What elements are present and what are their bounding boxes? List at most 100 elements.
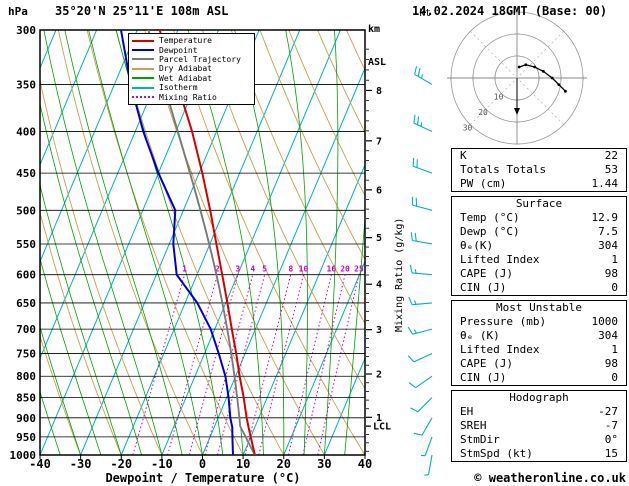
legend-label: Parcel Trajectory [159,54,241,64]
stat-label: Temp (°C) [460,211,520,224]
stat-value: 7.5 [598,225,618,238]
legend-swatch [132,39,154,42]
wind-barb [424,454,433,476]
svg-text:450: 450 [16,167,36,180]
svg-text:800: 800 [16,370,36,383]
svg-text:40: 40 [358,457,372,471]
stat-label: SREH [460,419,487,432]
stats-table-2: Surface Temp (°C) 12.9 Dewp (°C) 7.5 θₑ(K) 304… [451,196,627,296]
stat-value: 98 [604,357,618,370]
copyright: © weatheronline.co.uk [474,471,626,485]
hodograph-trace [517,63,567,93]
legend-swatch [132,96,154,99]
legend-label: Temperature [159,36,212,46]
svg-text:4: 4 [376,280,382,291]
table-title: Surface [515,197,563,210]
svg-text:25: 25 [354,265,364,274]
stat-label: K [460,149,467,162]
stat-row: SREH -7 [452,419,626,433]
svg-text:1000: 1000 [10,449,37,462]
hodograph-unit-label: kt [419,8,432,19]
stat-row: θₑ(K) 304 [452,239,626,253]
svg-text:10: 10 [299,265,309,274]
km-label: km [368,24,381,35]
chart-legend: Temperature Dewpoint Parcel Trajectory Dry … [128,33,255,105]
temperature-curve [158,30,256,455]
legend-label: Dry Adiabat [159,64,212,74]
wind-barb [412,157,433,174]
wind-barb [408,296,433,306]
svg-text:20: 20 [277,457,291,471]
mixing-ratio-labels: 1 2 3 4 5 8 10 16 20 25 [182,265,364,274]
legend-label: Dewpoint [159,45,198,55]
wind-barb [420,436,433,457]
stat-value: -27 [598,405,618,418]
stat-label: θₑ (K) [460,329,500,342]
wind-barb [407,326,433,335]
legend-swatch [132,77,154,80]
legend-swatch [132,58,154,61]
stat-value: 0° [604,433,618,446]
stat-value: 304 [598,329,618,342]
svg-text:7: 7 [376,136,382,147]
svg-text:600: 600 [16,269,36,282]
svg-text:2: 2 [376,370,382,381]
svg-text:400: 400 [16,126,36,139]
svg-text:1: 1 [182,265,187,274]
svg-text:30: 30 [317,457,331,471]
stat-row: CAPE (J) 98 [452,357,626,371]
legend-item: Isotherm [132,83,251,92]
svg-text:4: 4 [250,265,255,274]
legend-swatch [132,67,154,70]
km-axis: 1 2 3 4 5 6 7 8 [366,48,382,452]
pressure-axis-unit: hPa [8,5,28,18]
svg-text:10: 10 [236,457,250,471]
stat-row: EH -27 [452,405,626,419]
wind-barb [410,397,433,413]
svg-text:16: 16 [327,265,337,274]
pressure-gridlines [40,29,365,456]
svg-text:650: 650 [16,297,36,310]
mixing-ratio-lines [132,274,360,455]
wind-barb [409,264,433,276]
svg-text:-10: -10 [151,457,173,471]
stat-value: 53 [604,163,618,176]
stat-label: Lifted Index [460,343,540,356]
legend-item: Mixing Ratio [132,92,251,102]
svg-text:6: 6 [376,185,382,196]
stat-value: 98 [604,267,618,280]
stats-table-3: Most Unstable Pressure (mb) 1000 θₑ (K) 304 L… [451,300,627,386]
table-title: Hodograph [509,391,569,404]
svg-text:5: 5 [376,233,382,244]
stat-label: CIN (J) [460,281,507,294]
altitude-axis-unit: km ASL [368,2,392,90]
stat-value: 1.44 [591,177,619,190]
svg-text:30: 30 [463,123,473,132]
stat-value: 1 [611,253,618,266]
wind-barb [413,114,433,133]
table-title: Most Unstable [495,301,583,314]
svg-text:950: 950 [16,431,36,444]
stat-value: 0 [611,281,618,294]
svg-text:3: 3 [376,325,382,336]
legend-label: Isotherm [159,83,198,93]
stat-value: 1 [611,343,618,356]
stat-label: Lifted Index [460,253,540,266]
pressure-labels: 300 350 400 450 500 550 600 650 700 750 800 850 900 9… [10,24,37,462]
svg-text:900: 900 [16,412,36,425]
datetime-label: 14.02.2024 18GMT (Base: 00) [412,4,608,18]
svg-text:850: 850 [16,392,36,405]
stat-value: -7 [604,419,618,432]
legend-label: Mixing Ratio [159,92,217,102]
wind-barb [413,417,433,436]
stat-row: Lifted Index 1 [452,253,626,267]
legend-item: Dry Adiabat [132,64,251,73]
svg-text:-40: -40 [29,457,51,471]
temp-axis-labels: -40 -30 -20 -10 0 10 20 30 40 [29,455,372,471]
stat-value: 12.9 [591,211,619,224]
svg-text:2: 2 [215,265,220,274]
legend-item: Dewpoint [132,45,251,55]
skewt-chart: 3003504004505005506006507007508008509009… [10,24,433,476]
stat-label: Totals Totals [460,163,547,176]
stat-row: Totals Totals 53 [452,163,626,177]
